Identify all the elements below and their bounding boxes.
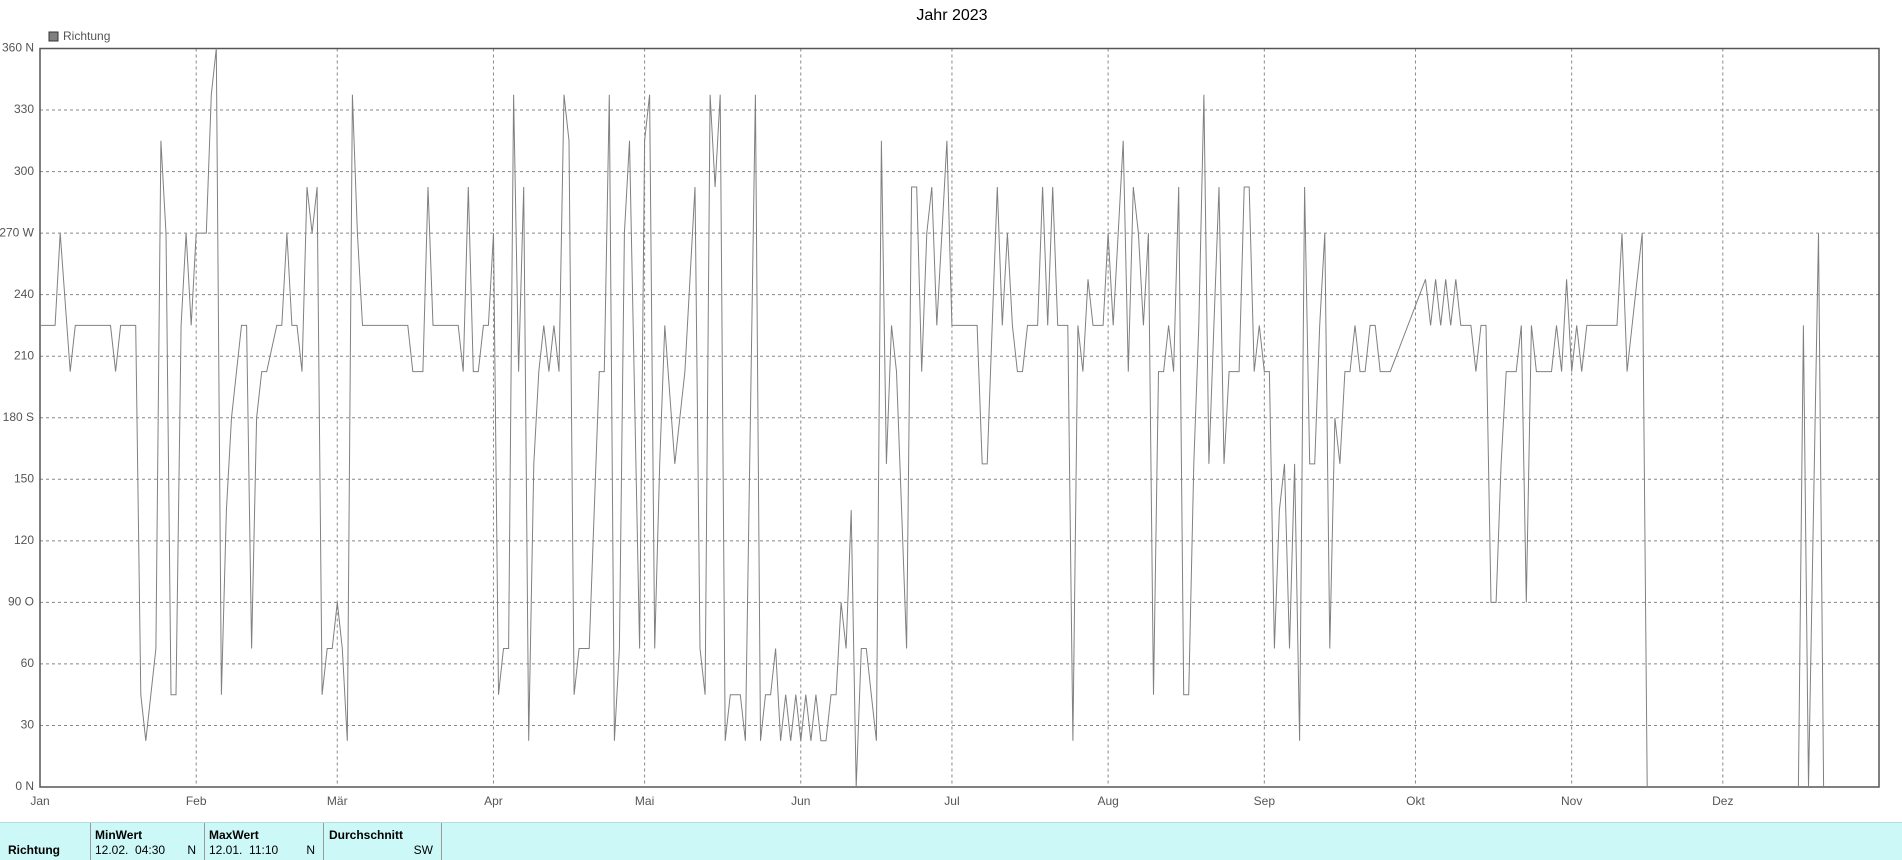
x-tick-label: Feb (186, 794, 207, 808)
x-tick-label: Aug (1097, 794, 1118, 808)
y-tick-label: 60 (21, 656, 35, 670)
column-header: Durchschnitt (329, 828, 404, 842)
cell-value: N (187, 843, 196, 857)
y-tick-label: 210 (14, 348, 34, 362)
row-label: Richtung (8, 843, 60, 857)
y-tick-label: 240 (14, 287, 34, 301)
cell-value: N (306, 843, 315, 857)
chart-title: Jahr 2023 (916, 7, 987, 24)
stats-table: Richtung MinWert 12.02. 04:30 N MaxWert … (0, 822, 1902, 860)
plot-frame (39, 47, 1880, 788)
cell-value: SW (413, 843, 433, 857)
x-tick-label: Jul (944, 794, 959, 808)
table-cell: Durchschnitt SW (324, 823, 442, 860)
legend-swatch (48, 31, 59, 42)
x-tick-label: Jan (30, 794, 49, 808)
legend-label: Richtung (63, 29, 110, 43)
y-tick-label: 0 N (15, 779, 34, 793)
table-cell: Richtung (0, 823, 91, 860)
chart: Jahr 2023 Richtung 0 N 30 60 90 O 120 150 180 … (0, 7, 1880, 808)
y-tick-label: 180 S (3, 410, 34, 424)
x-tick-label: Apr (484, 794, 503, 808)
data-line (40, 48, 1825, 788)
y-tick-label: 120 (14, 533, 34, 547)
y-tick-label: 330 (14, 102, 34, 116)
x-tick-label: Mai (635, 794, 654, 808)
x-tick-label: Nov (1561, 794, 1582, 808)
x-tick-label: Dez (1712, 794, 1733, 808)
table-cell: MaxWert 12.01. 11:10 N (205, 823, 324, 860)
y-tick-label: 150 (14, 471, 34, 485)
x-tick-label: Mär (327, 794, 348, 808)
y-tick-label: 270 W (0, 225, 35, 239)
y-tick-label: 90 O (8, 595, 34, 609)
cell-value: 12.02. 04:30 (95, 843, 166, 857)
x-tick-label: Sep (1254, 794, 1276, 808)
y-tick-label: 30 (21, 718, 35, 732)
y-tick-label: 300 (14, 164, 34, 178)
x-tick-label: Okt (1406, 794, 1425, 808)
x-tick-label: Jun (791, 794, 810, 808)
y-tick-label: 360 N (2, 41, 34, 55)
table-cell: MinWert 12.02. 04:30 N (91, 823, 205, 860)
cell-value: 12.01. 11:10 (209, 843, 279, 857)
column-header: MinWert (95, 828, 143, 842)
column-header: MaxWert (209, 828, 259, 842)
